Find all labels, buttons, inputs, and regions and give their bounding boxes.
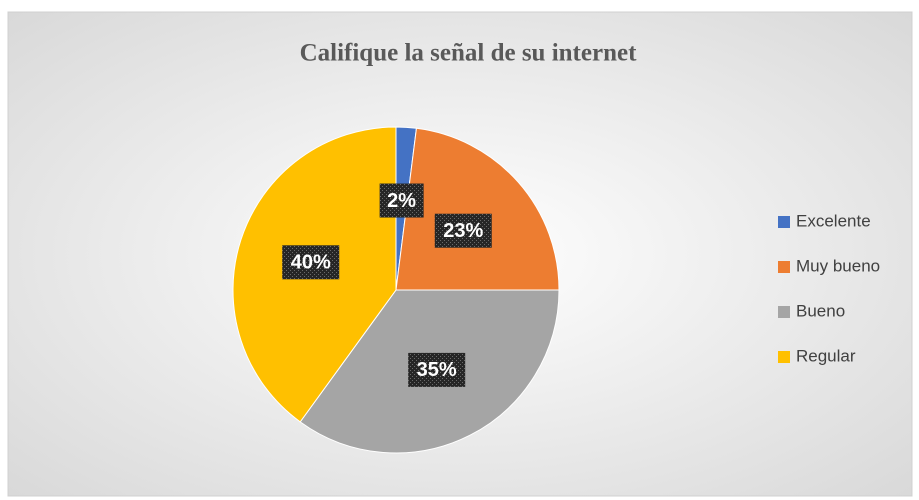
legend-swatch [778, 306, 790, 318]
legend-label: Regular [796, 346, 856, 365]
value-label: 2% [387, 190, 416, 212]
legend-swatch [778, 351, 790, 363]
pie-slice [395, 127, 560, 291]
legend-swatch [778, 261, 790, 273]
legend-label: Excelente [796, 211, 871, 230]
value-label: 23% [443, 220, 483, 242]
label-box [282, 245, 340, 280]
label-box [434, 213, 492, 248]
label-box [408, 352, 466, 387]
legend-label: Muy bueno [796, 256, 880, 275]
legend-swatch [778, 216, 790, 228]
chart-title: Califique la señal de su internet [300, 40, 637, 67]
value-label: 40% [291, 252, 331, 274]
legend-label: Bueno [796, 301, 845, 320]
label-box [379, 183, 424, 218]
value-label: 35% [417, 359, 457, 381]
